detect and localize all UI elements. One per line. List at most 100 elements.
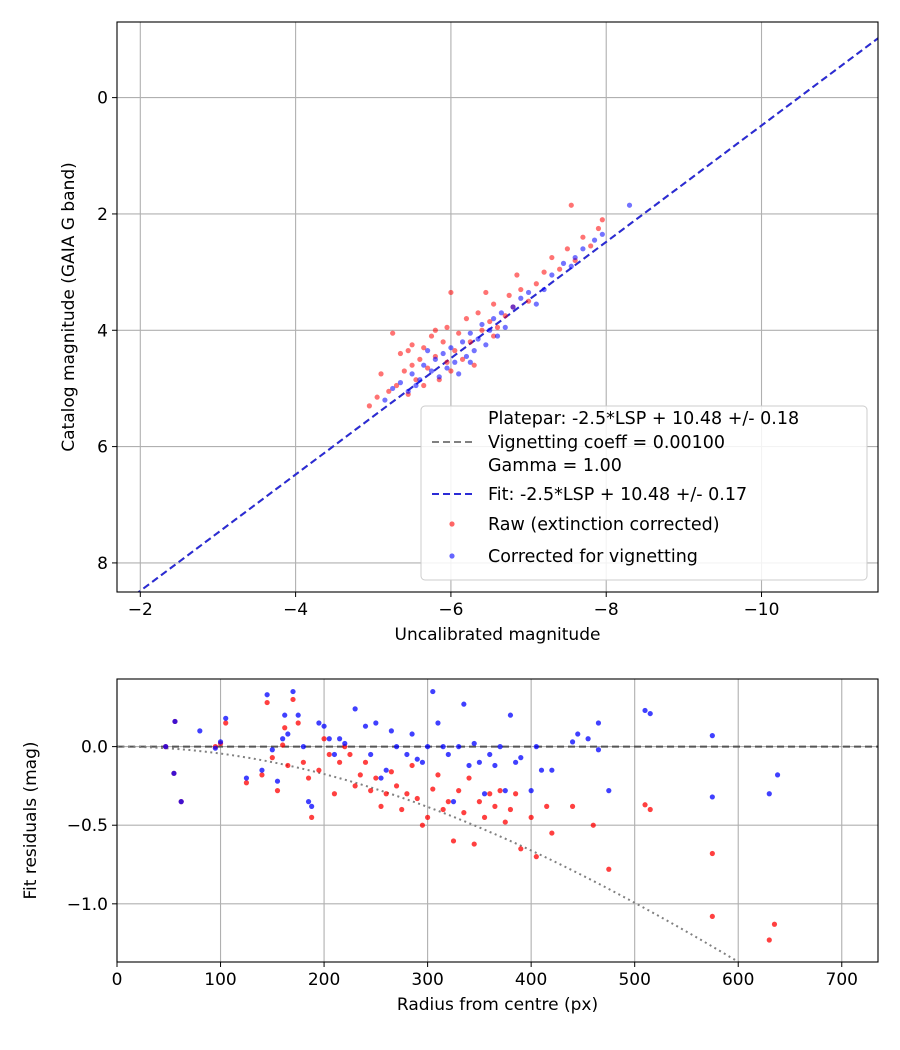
raw-point (450, 838, 457, 844)
raw-point (440, 339, 446, 345)
corrected-point (393, 744, 400, 750)
y-axis-label: Fit residuals (mag) (21, 742, 41, 900)
corrected-point (352, 706, 358, 712)
y-axis-label: Catalog magnitude (GAIA G band) (59, 162, 79, 452)
raw-point (533, 854, 539, 860)
corrected-point (525, 289, 532, 296)
corrected-point (518, 755, 524, 761)
corrected-point (274, 778, 281, 784)
raw-point (405, 348, 411, 354)
raw-point (642, 802, 648, 808)
raw-point (590, 822, 596, 828)
legend-entry-label: Raw (extinction corrected) (488, 515, 720, 535)
corrected-point (172, 718, 178, 725)
raw-point (487, 791, 493, 797)
raw-point (549, 830, 555, 836)
corrected-point (513, 759, 519, 765)
raw-point (476, 799, 482, 805)
corrected-point (417, 377, 423, 383)
bottom-chart: 0 100 200 300 400 500 600 700 0.0 −0.5 −1.0 Radius … (21, 678, 879, 1015)
raw-point (448, 368, 454, 374)
corrected-point (507, 712, 514, 718)
raw-point (368, 788, 374, 794)
raw-point (463, 316, 470, 322)
raw-point (492, 803, 498, 809)
raw-point (259, 772, 265, 778)
corrected-point (331, 751, 338, 758)
raw-point (295, 720, 301, 726)
raw-point (421, 345, 427, 351)
raw-point (502, 819, 508, 825)
raw-point (709, 913, 715, 920)
corrected-point (549, 272, 555, 278)
raw-point (491, 333, 497, 339)
corrected-point (709, 733, 715, 739)
raw-point (709, 850, 715, 857)
raw-point (269, 755, 275, 761)
corrected-point (461, 701, 467, 707)
raw-point (771, 921, 778, 927)
corrected-point (599, 231, 605, 237)
vignetting-model-line (117, 745, 741, 962)
legend-entry-label: Platepar: -2.5*LSP + 10.48 +/- 0.18 (488, 409, 799, 429)
corrected-point (425, 348, 431, 354)
legend-point-marker (449, 521, 455, 527)
raw-point (388, 769, 394, 775)
raw-point (461, 810, 467, 816)
corrected-point (476, 759, 482, 765)
raw-point (399, 806, 405, 813)
raw-point (280, 742, 286, 748)
corrected-point (285, 731, 291, 737)
raw-point (440, 806, 446, 813)
corrected-point (774, 772, 781, 778)
x-tick-label: 100 (204, 970, 236, 990)
corrected-point (481, 791, 488, 797)
corrected-point (647, 710, 653, 717)
corrected-point (316, 720, 322, 726)
corrected-point (580, 246, 586, 252)
x-tick-label: −4 (283, 600, 308, 620)
raw-point (518, 846, 524, 852)
corrected-point (494, 333, 501, 339)
corrected-point (435, 720, 441, 726)
corrected-point (264, 692, 270, 698)
corrected-point (414, 756, 420, 762)
corrected-point (538, 767, 545, 773)
corrected-point (452, 359, 458, 365)
raw-point (290, 696, 296, 703)
corrected-point (456, 371, 462, 377)
legend: Platepar: -2.5*LSP + 10.48 +/- 0.18 Vigne… (420, 405, 868, 581)
raw-point (606, 866, 612, 872)
corrected-point (487, 327, 493, 333)
corrected-point (404, 751, 410, 758)
corrected-point (492, 762, 498, 769)
y-tick-label: 0.0 (81, 738, 108, 758)
raw-point (274, 788, 281, 794)
corrected-point (405, 388, 411, 394)
corrected-point (444, 365, 450, 371)
raw-point (557, 266, 563, 272)
corrected-point (243, 775, 250, 781)
raw-point (397, 350, 404, 357)
raw-point (393, 783, 400, 789)
corrected-point (321, 723, 327, 729)
y-tick-label: 2 (97, 205, 108, 225)
raw-point (321, 736, 327, 742)
raw-point (459, 356, 466, 362)
corrected-point (428, 368, 435, 374)
corrected-point (467, 359, 473, 365)
corrected-point (280, 736, 286, 742)
corrected-point (448, 345, 454, 351)
raw-point (435, 772, 441, 778)
x-axis-label: Radius from centre (px) (397, 995, 598, 1015)
raw-point (528, 814, 534, 820)
raw-point (352, 783, 358, 789)
corrected-point (569, 739, 576, 745)
raw-point (425, 814, 431, 820)
corrected-point (282, 712, 288, 718)
corrected-point (528, 788, 534, 794)
raw-point (419, 822, 426, 828)
fit-line (137, 37, 878, 592)
corrected-point (440, 744, 446, 750)
raw-point (223, 720, 229, 726)
